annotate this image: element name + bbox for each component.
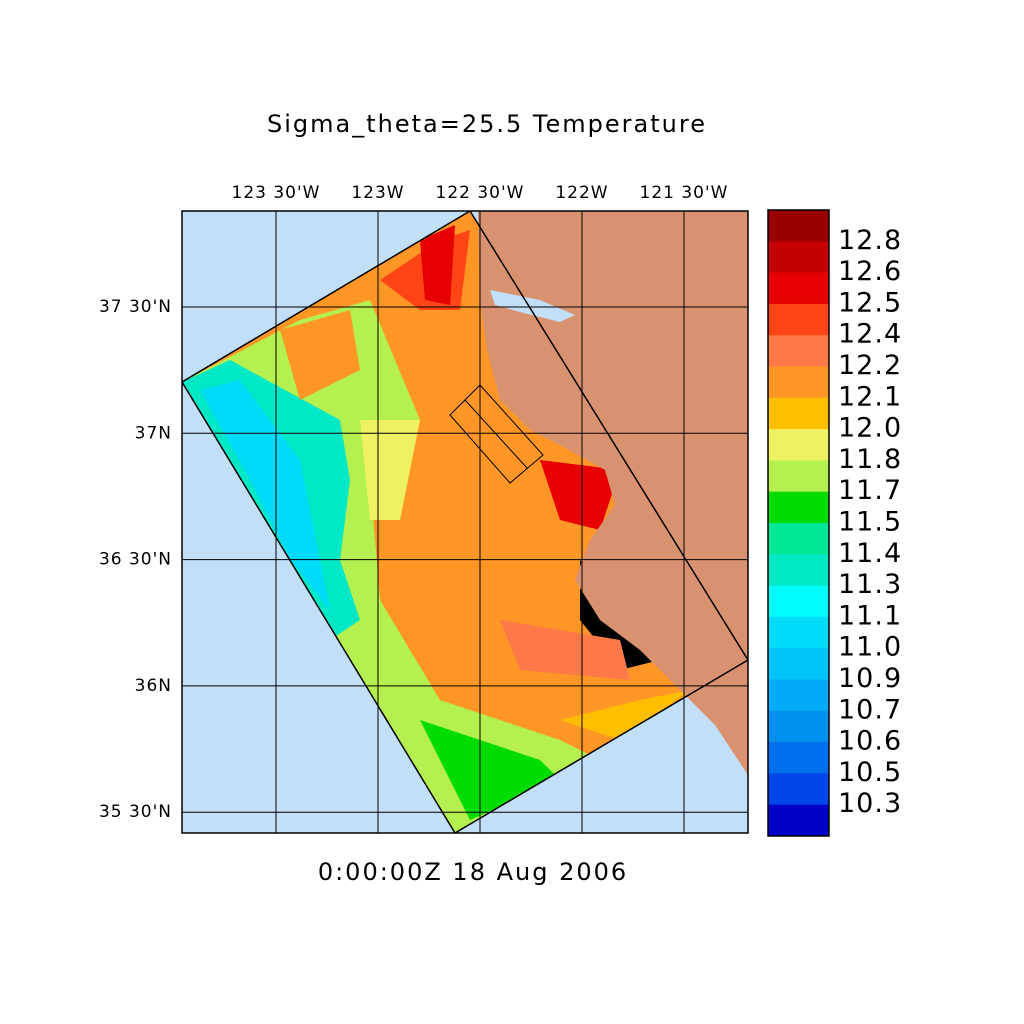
colorbar-swatch	[768, 710, 829, 743]
graticule	[182, 211, 748, 833]
map-area	[182, 211, 748, 833]
colorbar-swatch	[768, 210, 829, 242]
colorbar-swatch	[768, 554, 829, 587]
colorbar-swatch	[768, 616, 829, 649]
colorbar-swatch	[768, 366, 829, 399]
colorbar: 12.812.612.512.412.212.112.011.811.711.5…	[767, 209, 902, 837]
colorbar-label: 10.7	[838, 694, 902, 725]
colorbar-label: 12.5	[838, 287, 902, 318]
colorbar-label: 11.0	[838, 632, 902, 663]
colorbar-label: 11.4	[838, 538, 902, 569]
lon-label: 121 30'W	[640, 183, 729, 203]
colorbar-label: 12.2	[838, 350, 902, 381]
colorbar-label: 11.1	[838, 600, 902, 631]
colorbar-label: 12.4	[838, 319, 902, 350]
colorbar-label: 11.8	[838, 444, 902, 475]
colorbar-swatch	[768, 804, 829, 837]
colorbar-swatch	[768, 303, 829, 336]
lon-label: 122 30'W	[436, 183, 525, 203]
axis-labels: 123 30'W 123W 122 30'W 122W 121 30'W 37 30'N 3…	[99, 183, 729, 822]
colorbar-label: 10.6	[838, 726, 902, 757]
colorbar-label: 11.3	[838, 569, 902, 600]
colorbar-swatch	[768, 523, 829, 555]
plot-frame	[181, 210, 749, 834]
lat-label: 35 30'N	[99, 802, 172, 822]
bay	[490, 290, 575, 322]
colorbar-swatch	[768, 429, 829, 461]
colorbar-swatch	[768, 241, 829, 274]
colorbar-swatch	[768, 742, 829, 774]
colorbar-swatch	[768, 460, 829, 493]
colorbar-frame	[767, 209, 830, 837]
lon-label: 122W	[555, 183, 608, 203]
subdomain-line	[464, 399, 528, 469]
colorbar-label: 12.6	[838, 256, 902, 287]
colorbar-swatch	[768, 585, 829, 618]
colorbar-swatch	[768, 272, 829, 305]
colorbar-label: 10.9	[838, 663, 902, 694]
colorbar-label: 11.5	[838, 507, 902, 538]
colorbar-swatch	[768, 679, 829, 712]
land	[478, 211, 748, 775]
lat-label: 37N	[135, 423, 172, 443]
domain-outline	[182, 211, 748, 833]
subdomain-outline	[449, 384, 544, 484]
colorbar-swatch	[768, 773, 829, 806]
colorbar-swatch	[768, 491, 829, 524]
colorbar-label: 10.5	[838, 757, 902, 788]
colorbar-label: 12.1	[838, 381, 902, 412]
colorbar-swatch	[768, 335, 829, 367]
title: Sigma_theta=25.5 Temperature	[267, 110, 707, 138]
lat-label: 36 30'N	[99, 550, 172, 570]
colorbar-label: 10.3	[838, 788, 902, 819]
colorbar-swatch	[768, 397, 829, 430]
colorbar-label: 11.7	[838, 475, 902, 506]
timestamp: 0:00:00Z 18 Aug 2006	[318, 858, 628, 886]
colorbar-label: 12.0	[838, 413, 902, 444]
lon-label: 123 30'W	[232, 183, 321, 203]
colorbar-label: 12.8	[838, 225, 902, 256]
lat-label: 37 30'N	[99, 297, 172, 317]
lat-label: 36N	[135, 676, 172, 696]
lon-label: 123W	[351, 183, 404, 203]
colorbar-swatch	[768, 648, 829, 680]
